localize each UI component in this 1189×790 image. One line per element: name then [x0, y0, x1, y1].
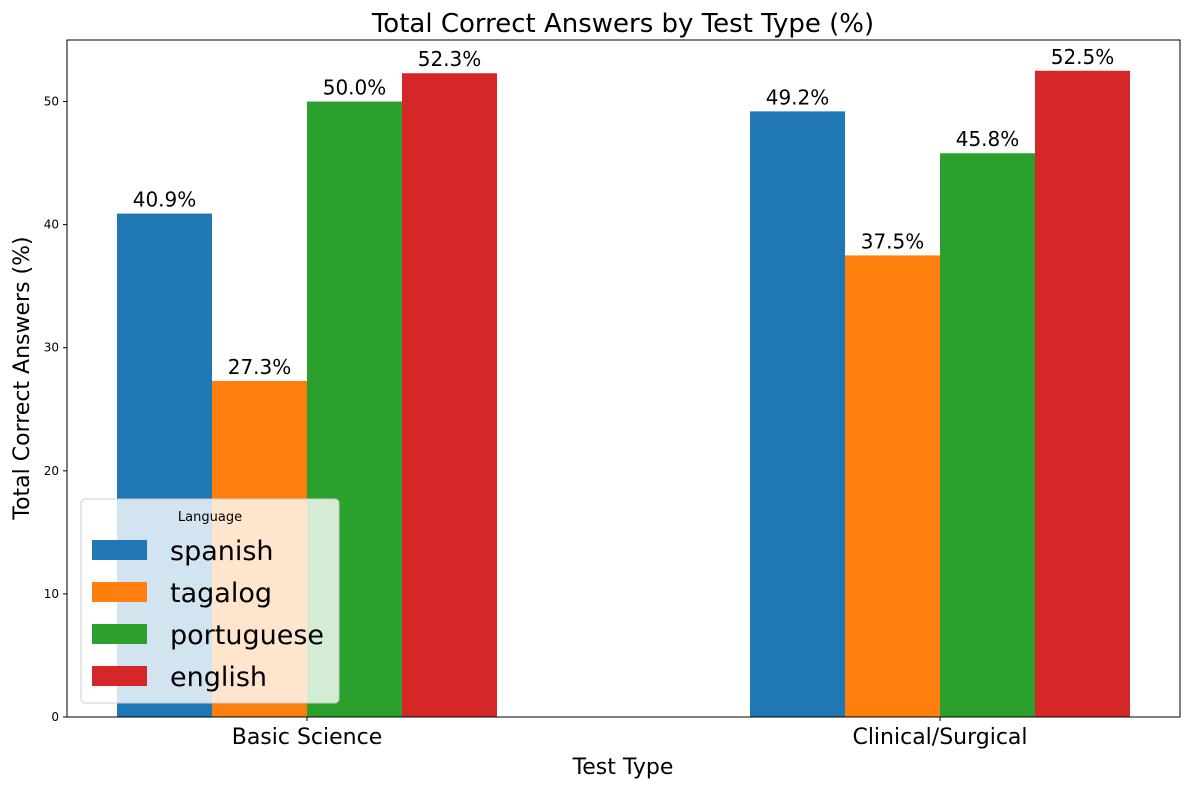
data-label-english-2: 52.5%: [1051, 45, 1115, 69]
x-tick-label-2: Clinical/Surgical: [852, 725, 1027, 750]
data-labels-layer: 40.9% 49.2% 27.3% 37.5% 50.0% 45.8% 52.3% 52.5%: [133, 45, 1115, 379]
x-axis: Basic Science Clinical/Surgical: [232, 717, 1028, 750]
data-label-tagalog-1: 27.3%: [228, 355, 292, 379]
bar-english-1: [402, 73, 497, 717]
y-tick-label-0: 0: [51, 710, 59, 724]
legend-title: Language: [178, 510, 242, 525]
legend-swatch-portuguese: [92, 624, 147, 644]
legend-swatch-english: [92, 666, 147, 686]
data-label-tagalog-2: 37.5%: [861, 229, 925, 253]
plot-frame: [66, 39, 1181, 718]
bar-english-2: [1035, 70, 1130, 718]
data-label-spanish-1: 40.9%: [133, 188, 197, 212]
legend: Language spanish tagalog portuguese english: [80, 498, 340, 704]
data-label-english-1: 52.3%: [418, 47, 482, 71]
data-label-spanish-2: 49.2%: [766, 85, 830, 109]
legend-swatch-spanish: [92, 540, 147, 560]
y-tick-label-10: 10: [44, 587, 59, 601]
y-tick-label-40: 40: [44, 218, 59, 232]
y-tick-label-30: 30: [44, 341, 59, 355]
bar-tagalog-2: [845, 255, 940, 717]
y-tick-label-50: 50: [44, 95, 59, 109]
data-label-portuguese-1: 50.0%: [323, 76, 387, 100]
x-axis-title: Test Type: [572, 755, 674, 780]
legend-items: spanish tagalog portuguese english: [92, 536, 324, 693]
y-axis: 0 10 20 30 40 50: [44, 95, 67, 724]
y-tick-label-20: 20: [44, 464, 59, 478]
data-label-portuguese-2: 45.8%: [956, 127, 1020, 151]
bar-spanish-2: [750, 111, 845, 718]
legend-label-spanish: spanish: [170, 536, 274, 567]
legend-label-portuguese: portuguese: [170, 620, 324, 651]
y-axis-title: Total Correct Answers (%): [10, 236, 35, 520]
bar-portuguese-2: [940, 153, 1035, 717]
chart-title: Total Correct Answers by Test Type (%): [371, 9, 874, 39]
x-tick-label-1: Basic Science: [232, 725, 383, 750]
bars-layer: [117, 70, 1130, 718]
legend-swatch-tagalog: [92, 582, 147, 602]
legend-label-tagalog: tagalog: [170, 578, 272, 609]
legend-label-english: english: [170, 662, 267, 693]
